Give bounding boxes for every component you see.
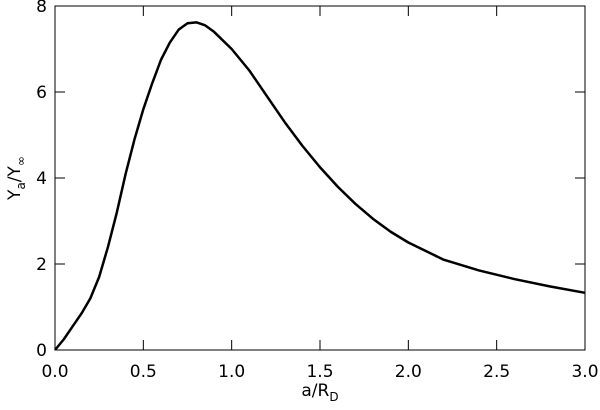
x-label-main: a/R xyxy=(301,381,329,401)
y-label-sub2: ∞ xyxy=(14,156,28,166)
data-line xyxy=(54,21,586,351)
x-tick-label: 0.0 xyxy=(41,362,68,382)
y-label-main: Y xyxy=(5,189,25,201)
y-axis-label: Ya/Y∞ xyxy=(5,156,28,201)
y-tick-label: 2 xyxy=(36,255,47,275)
x-tick-label: 2.0 xyxy=(395,362,422,382)
y-tick-label: 0 xyxy=(36,341,47,361)
x-tick-label: 1.0 xyxy=(218,362,245,382)
plot-frame xyxy=(54,5,586,351)
x-axis-label: a/RD xyxy=(301,381,338,404)
x-tick-label: 1.5 xyxy=(306,362,333,382)
y-tick-label: 6 xyxy=(36,83,47,103)
y-tick-label: 4 xyxy=(36,169,47,189)
y-tick-label: 8 xyxy=(36,0,47,17)
y-label-main2: /Y xyxy=(5,165,25,182)
x-tick-label: 0.5 xyxy=(130,362,157,382)
x-label-sub: D xyxy=(329,390,338,404)
x-tick-label: 3.0 xyxy=(571,362,598,382)
y-label-sub: a xyxy=(14,182,28,189)
x-tick-label: 2.5 xyxy=(483,362,510,382)
